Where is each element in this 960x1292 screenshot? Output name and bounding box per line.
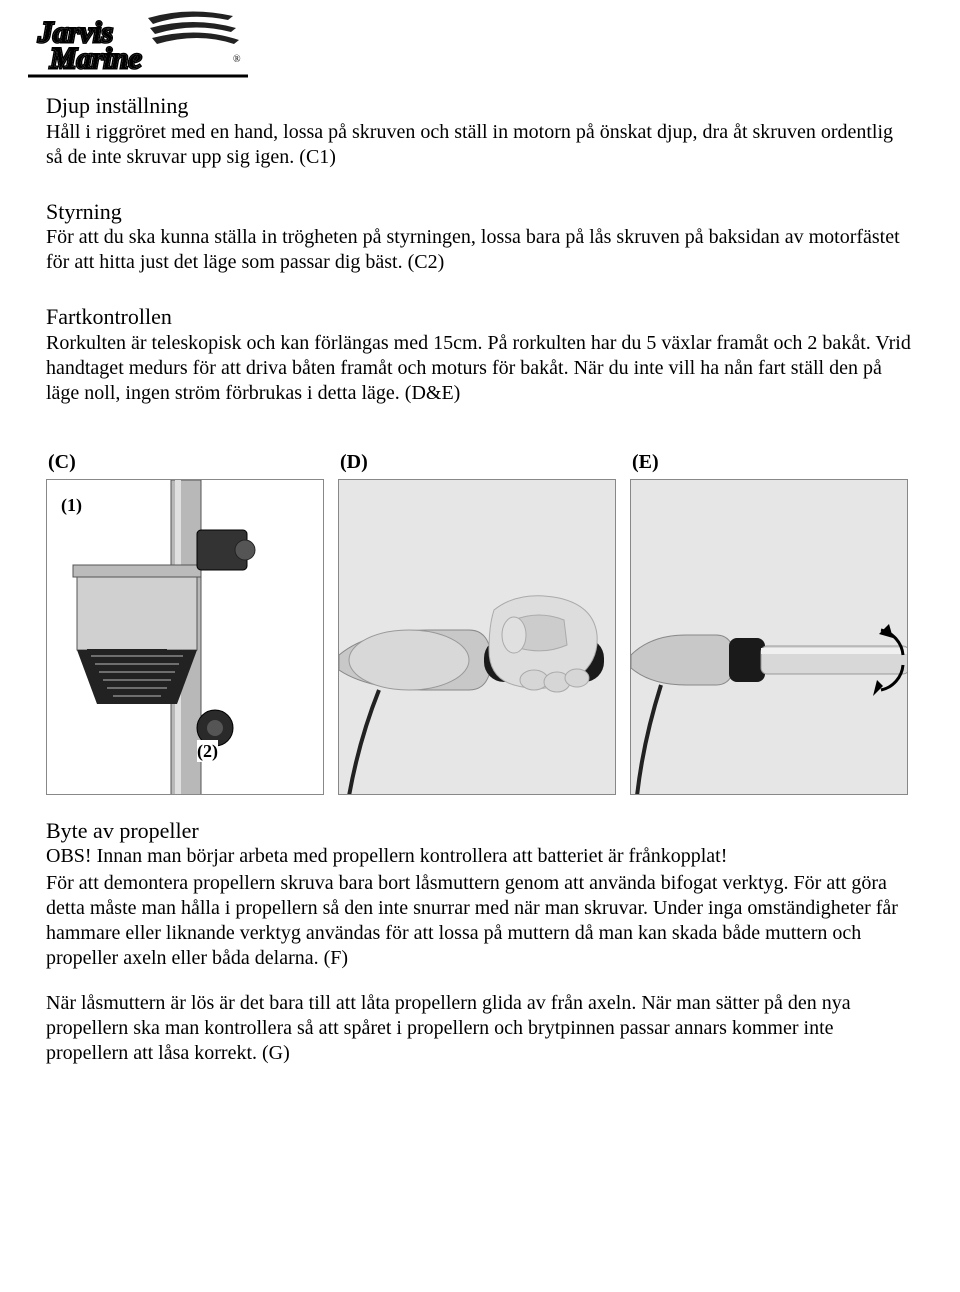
figure-d-box	[338, 479, 616, 795]
heading-djup: Djup inställning	[46, 92, 914, 120]
para-byte-1: OBS! Innan man börjar arbeta med propell…	[46, 844, 914, 869]
figure-d-illustration	[339, 480, 616, 795]
para-fart: Rorkulten är teleskopisk och kan förläng…	[46, 331, 914, 406]
figure-c-label: (C)	[46, 450, 324, 475]
figure-d-label: (D)	[338, 450, 616, 475]
figure-c-callout-2: (2)	[197, 740, 218, 763]
logo-header: Jarvis Jarvis Marine Marine ®	[0, 0, 960, 84]
para-styrning: För att du ska kunna ställa in trögheten…	[46, 225, 914, 275]
figure-c-callout-1: (1)	[61, 494, 82, 517]
para-byte-3: När låsmuttern är lös är det bara till a…	[46, 991, 914, 1066]
figure-c-illustration	[47, 480, 324, 795]
page-content: Djup inställning Håll i riggröret med en…	[0, 92, 960, 1066]
svg-text:Marine: Marine	[49, 42, 142, 75]
heading-fart: Fartkontrollen	[46, 303, 914, 331]
para-djup: Håll i riggröret med en hand, lossa på s…	[46, 120, 914, 170]
heading-byte: Byte av propeller	[46, 817, 914, 845]
figure-c-column: (C) (1) (2)	[46, 450, 324, 795]
jarvis-marine-logo: Jarvis Jarvis Marine Marine ®	[28, 10, 248, 80]
svg-text:®: ®	[233, 54, 241, 65]
figure-e-column: (E)	[630, 450, 908, 795]
figure-d-column: (D)	[338, 450, 616, 795]
heading-styrning: Styrning	[46, 198, 914, 226]
figure-e-label: (E)	[630, 450, 908, 475]
figure-row: (C) (1) (2)	[46, 450, 914, 795]
figure-c-box: (1) (2)	[46, 479, 324, 795]
para-byte-2: För att demontera propellern skruva bara…	[46, 871, 914, 971]
figure-e-illustration	[631, 480, 908, 795]
figure-e-box	[630, 479, 908, 795]
